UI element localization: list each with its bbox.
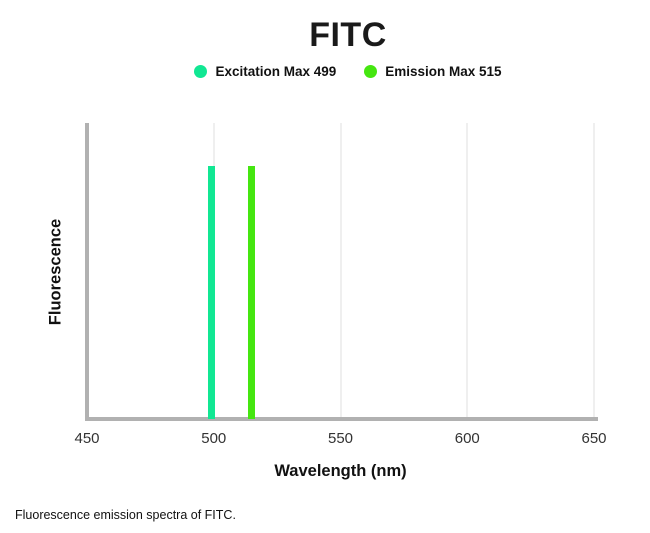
x-tick-label-550: 550 <box>327 430 354 447</box>
y-axis-line <box>85 123 89 420</box>
y-axis-title: Fluorescence <box>46 218 65 326</box>
legend-label-emission: Emission Max 515 <box>385 64 502 79</box>
emission-dot-icon <box>364 65 378 78</box>
gridline-600 <box>466 123 469 417</box>
figure-caption: Fluorescence emission spectra of FITC. <box>15 508 236 522</box>
x-tick-label-450: 450 <box>74 430 100 447</box>
excitation-dot-icon <box>194 65 208 78</box>
spectra-bar-499nm[interactable] <box>207 165 215 419</box>
x-axis-title: Wavelength (nm) <box>274 462 407 480</box>
legend-item-excitation[interactable]: Excitation Max 499 <box>194 64 336 79</box>
legend-label-excitation: Excitation Max 499 <box>215 64 337 79</box>
spectra-bar-515nm[interactable] <box>248 165 256 419</box>
legend: Excitation Max 499 Emission Max 515 <box>46 64 650 79</box>
x-axis-line <box>85 417 598 421</box>
x-tick-label-600: 600 <box>454 430 480 447</box>
gridline-550 <box>339 123 342 417</box>
gridline-650 <box>593 123 595 417</box>
x-tick-label-650: 650 <box>581 430 607 447</box>
x-tick-label-500: 500 <box>201 430 227 447</box>
page-title: FITC <box>309 16 387 54</box>
legend-item-emission[interactable]: Emission Max 515 <box>364 64 502 79</box>
